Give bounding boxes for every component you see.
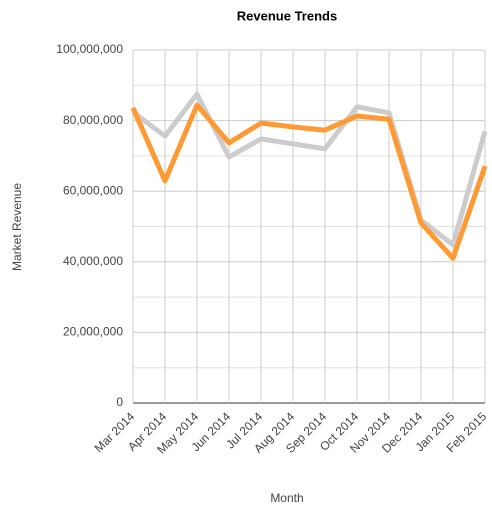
y-tick-label: 100,000,000 xyxy=(56,42,123,56)
y-axis-label: Market Revenue xyxy=(10,183,24,271)
y-tick-label: 0 xyxy=(116,395,123,409)
y-tick-label: 20,000,000 xyxy=(63,325,123,339)
series-line xyxy=(131,91,488,248)
series-line xyxy=(130,102,488,261)
y-tick-label: 80,000,000 xyxy=(63,113,123,127)
chart-title: Revenue Trends xyxy=(237,8,337,23)
y-tick-label: 60,000,000 xyxy=(63,183,123,197)
y-tick-label: 40,000,000 xyxy=(63,254,123,268)
x-axis-label: Month xyxy=(270,491,303,505)
